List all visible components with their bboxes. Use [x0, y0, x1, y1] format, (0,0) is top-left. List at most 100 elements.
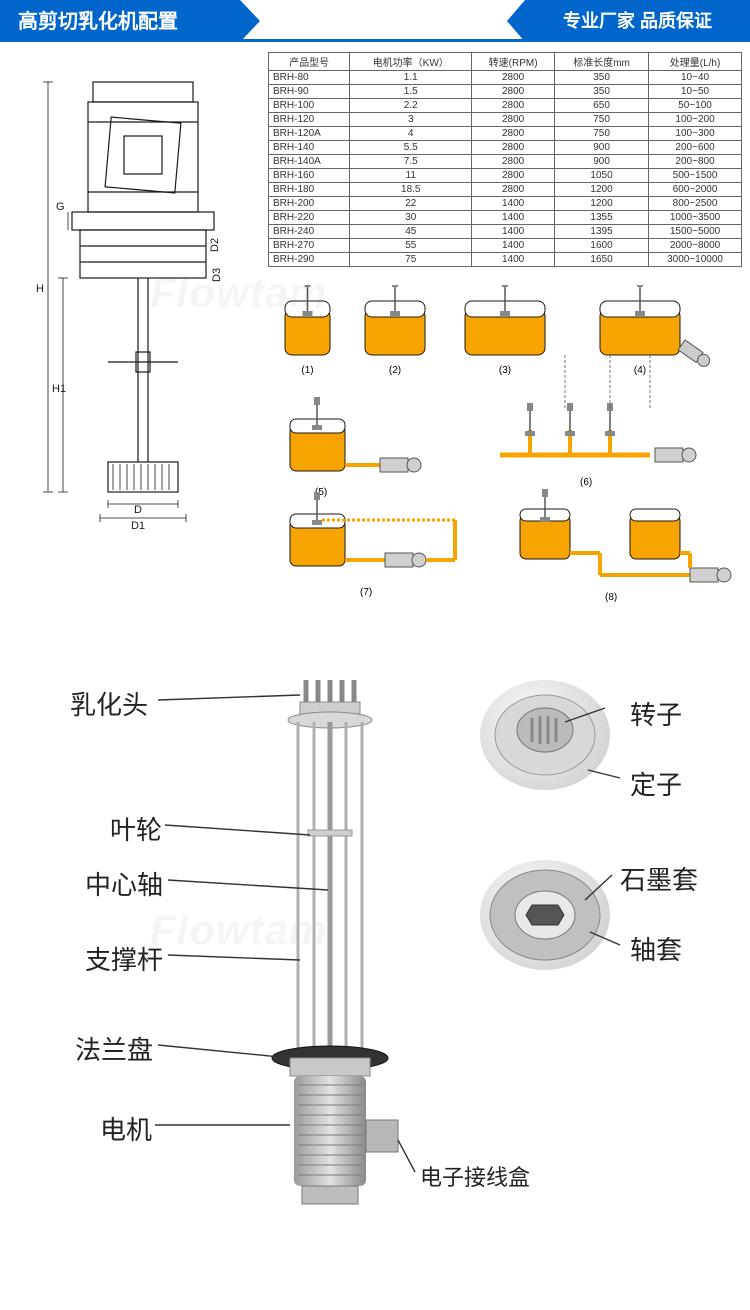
table-cell: 1500~5000 — [649, 225, 742, 239]
dim-d2: D2 — [209, 238, 221, 252]
table-cell: 4 — [350, 127, 472, 141]
flow-n6: (6) — [580, 477, 592, 488]
table-cell: 1050 — [555, 169, 649, 183]
table-cell: 1.5 — [350, 85, 472, 99]
table-cell: BRH-180 — [269, 183, 350, 197]
table-cell: 1400 — [472, 197, 555, 211]
table-cell: 2800 — [472, 113, 555, 127]
table-cell: BRH-270 — [269, 239, 350, 253]
table-row: BRH-24045140013951500~5000 — [269, 225, 742, 239]
table-cell: BRH-140 — [269, 141, 350, 155]
table-cell: BRH-290 — [269, 253, 350, 267]
table-cell: 200~800 — [649, 155, 742, 169]
table-cell: 75 — [350, 253, 472, 267]
table-cell: 500~1500 — [649, 169, 742, 183]
table-cell: 1400 — [472, 211, 555, 225]
table-cell: 3000~10000 — [649, 253, 742, 267]
right-column: 产品型号电机功率（KW）转速(RPM)标准长度mm处理量(L/h) BRH-80… — [268, 52, 742, 610]
table-cell: 5.5 — [350, 141, 472, 155]
table-row: BRH-140A7.52800900200~800 — [269, 155, 742, 169]
lbl-support-rod: 支撑杆 — [85, 940, 163, 977]
table-row: BRH-1002.2280065050~100 — [269, 99, 742, 113]
svg-text:(2): (2) — [389, 365, 401, 376]
table-cell: 600~2000 — [649, 183, 742, 197]
svg-text:(4): (4) — [634, 365, 646, 376]
table-row: BRH-901.5280035010~50 — [269, 85, 742, 99]
table-cell: 1600 — [555, 239, 649, 253]
table-cell: 100~300 — [649, 127, 742, 141]
table-cell: BRH-100 — [269, 99, 350, 113]
table-cell: BRH-120A — [269, 127, 350, 141]
table-cell: BRH-80 — [269, 71, 350, 85]
rotor-photo — [480, 680, 610, 790]
title-text: 高剪切乳化机配置 — [18, 5, 178, 34]
table-cell: 2800 — [472, 183, 555, 197]
table-cell: 22 — [350, 197, 472, 211]
table-row: BRH-1601128001050500~1500 — [269, 169, 742, 183]
table-cell: 50~100 — [649, 99, 742, 113]
dim-d3: D3 — [211, 268, 223, 282]
table-cell: 10~50 — [649, 85, 742, 99]
table-row: BRH-801.1280035010~40 — [269, 71, 742, 85]
table-header: 电机功率（KW） — [350, 53, 472, 71]
flow-n8: (8) — [605, 592, 617, 603]
table-row: BRH-120A42800750100~300 — [269, 127, 742, 141]
table-row: BRH-22030140013551000~3500 — [269, 211, 742, 225]
table-cell: 900 — [555, 155, 649, 169]
table-cell: 2.2 — [350, 99, 472, 113]
drawing-svg: H H1 G D D1 D2 D3 — [8, 52, 258, 532]
table-cell: 1200 — [555, 197, 649, 211]
table-cell: 1400 — [472, 225, 555, 239]
parts-diagram: 乳化头 叶轮 中心轴 支撑杆 法兰盘 电机 转子 定子 石墨套 轴套 电子接线盒 — [0, 650, 750, 1290]
table-cell: BRH-240 — [269, 225, 350, 239]
table-header: 转速(RPM) — [472, 53, 555, 71]
table-cell: 1395 — [555, 225, 649, 239]
table-cell: 2800 — [472, 99, 555, 113]
table-cell: BRH-220 — [269, 211, 350, 225]
table-cell: BRH-120 — [269, 113, 350, 127]
table-header: 处理量(L/h) — [649, 53, 742, 71]
table-cell: 2800 — [472, 85, 555, 99]
table-header: 标准长度mm — [555, 53, 649, 71]
lbl-shaft-sleeve: 轴套 — [630, 930, 682, 967]
table-cell: 45 — [350, 225, 472, 239]
table-cell: 7.5 — [350, 155, 472, 169]
table-cell: 750 — [555, 113, 649, 127]
dim-h: H — [36, 283, 44, 295]
header-spacer — [240, 0, 525, 39]
table-row: BRH-29075140016503000~10000 — [269, 253, 742, 267]
table-cell: 55 — [350, 239, 472, 253]
sleeve-photo — [480, 860, 610, 970]
slogan-text: 专业厂家 品质保证 — [563, 7, 712, 33]
table-cell: 1400 — [472, 253, 555, 267]
table-cell: 1.1 — [350, 71, 472, 85]
flow-n7: (7) — [360, 587, 372, 598]
engineering-drawing: H H1 G D D1 D2 D3 — [8, 52, 258, 610]
lbl-impeller: 叶轮 — [110, 810, 162, 847]
table-cell: 2800 — [472, 127, 555, 141]
product-illustration — [220, 680, 440, 1240]
table-cell: 750 — [555, 127, 649, 141]
table-cell: 2800 — [472, 71, 555, 85]
table-cell: 1400 — [472, 239, 555, 253]
table-cell: 1650 — [555, 253, 649, 267]
table-cell: 100~200 — [649, 113, 742, 127]
table-cell: 650 — [555, 99, 649, 113]
table-cell: BRH-200 — [269, 197, 350, 211]
table-row: BRH-18018.528001200600~2000 — [269, 183, 742, 197]
table-cell: 2000~8000 — [649, 239, 742, 253]
header-title: 高剪切乳化机配置 — [0, 0, 240, 39]
lbl-rotor: 转子 — [630, 695, 682, 732]
dim-d: D — [134, 504, 142, 516]
table-row: BRH-12032800750100~200 — [269, 113, 742, 127]
dim-d1: D1 — [131, 520, 145, 532]
lbl-flange: 法兰盘 — [75, 1030, 153, 1067]
table-cell: 800~2500 — [649, 197, 742, 211]
lbl-center-shaft: 中心轴 — [85, 865, 163, 902]
header-slogan: 专业厂家 品质保证 — [525, 0, 750, 39]
table-cell: 350 — [555, 85, 649, 99]
table-cell: 2800 — [472, 141, 555, 155]
table-cell: 1355 — [555, 211, 649, 225]
table-cell: BRH-90 — [269, 85, 350, 99]
lbl-stator: 定子 — [630, 765, 682, 802]
